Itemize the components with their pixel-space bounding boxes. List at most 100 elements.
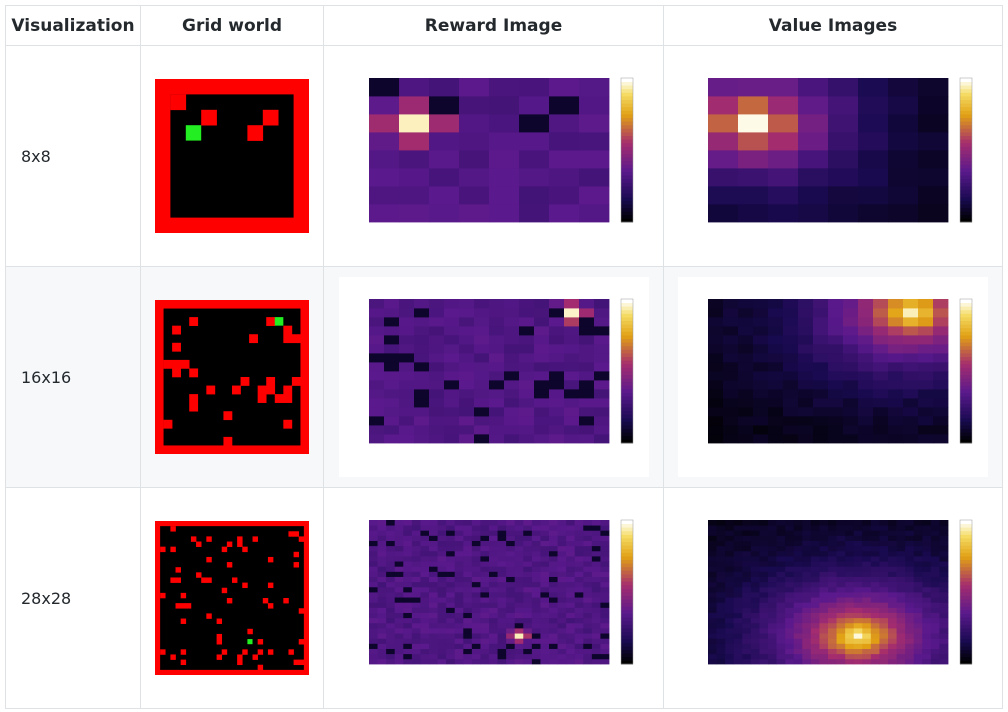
heat-cell — [933, 425, 949, 435]
heat-cell — [845, 586, 855, 593]
heat-cell — [776, 535, 786, 541]
heat-cell — [725, 628, 735, 634]
obstacle — [257, 639, 264, 645]
colorbar-step — [960, 385, 972, 390]
heat-cell — [531, 617, 541, 624]
heat-cell — [479, 520, 489, 526]
heat-cell — [768, 597, 777, 603]
heat-cell — [368, 628, 378, 634]
heat-cell — [939, 622, 949, 629]
heat-cell — [813, 380, 829, 390]
heat-cell — [479, 607, 489, 613]
heat-cell — [843, 407, 859, 417]
heat-cell — [723, 389, 739, 399]
heat-cell — [402, 561, 412, 567]
heat-cell — [725, 602, 735, 608]
colorbar-step — [960, 363, 972, 368]
row: 28x28 — [5, 487, 1003, 709]
heat-cell — [913, 571, 923, 577]
heat-cell — [462, 597, 472, 603]
heat-cell — [742, 617, 752, 624]
heat-cell — [798, 380, 814, 390]
heat-cell — [497, 581, 507, 588]
heat-cell — [879, 556, 889, 562]
heat-cell — [716, 586, 726, 593]
heat-cell — [828, 622, 837, 629]
colorbar-step — [620, 399, 633, 404]
heat-cell — [574, 612, 584, 619]
heat-cell — [488, 622, 498, 629]
heat-cell — [922, 520, 932, 526]
heat-cell — [385, 586, 395, 593]
heat-cell — [708, 607, 717, 613]
heat-cell — [591, 566, 601, 572]
heat-cell — [810, 628, 820, 634]
heat-cell — [819, 602, 829, 608]
reward-image — [338, 277, 649, 477]
heat-cell — [522, 530, 532, 536]
heat-cell — [716, 592, 726, 598]
heat-cell — [531, 545, 541, 552]
heat-cell — [836, 535, 846, 541]
colorbar-step — [620, 545, 633, 550]
heat-cell — [828, 535, 837, 541]
colorbar-step — [620, 345, 633, 350]
heat-cell — [522, 612, 532, 619]
heat-cell — [723, 362, 739, 372]
obstacle — [247, 125, 264, 141]
heat-cell — [768, 540, 777, 547]
heat-cell — [578, 299, 594, 309]
colorbar-frame — [959, 519, 973, 665]
heat-cell — [582, 607, 592, 613]
heat-cell — [377, 653, 387, 660]
heat-cell — [783, 398, 799, 408]
heat-cell — [918, 299, 934, 309]
heat-cell — [903, 299, 919, 309]
heat-cell — [518, 308, 534, 318]
heat-cell — [768, 371, 784, 381]
heat-cell — [776, 638, 786, 644]
heat-cell — [858, 380, 874, 390]
colorbar-step — [620, 602, 633, 607]
heat-cell — [793, 638, 803, 644]
heat-cell — [473, 317, 489, 327]
heat-cell — [742, 643, 752, 649]
heat-cell — [497, 571, 507, 577]
heat-cell — [905, 638, 915, 644]
heat-cell — [462, 658, 472, 665]
heat-cell — [798, 398, 814, 408]
heat-cell — [738, 416, 754, 426]
heat-cell — [768, 658, 777, 665]
heat-cell — [593, 398, 609, 408]
heat-cell — [458, 353, 474, 363]
heat-cell — [394, 643, 404, 649]
colorbar-step — [620, 435, 633, 440]
heat-cell — [565, 535, 575, 541]
heat-cell — [733, 602, 743, 608]
heat-cell — [905, 586, 915, 593]
heat-cell — [488, 545, 498, 552]
heat-cell — [742, 525, 752, 531]
heat-cell — [518, 434, 534, 444]
heat-cell — [903, 362, 919, 372]
heat-cell — [870, 597, 880, 603]
heat-cell — [471, 566, 481, 572]
heat-cell — [768, 308, 784, 318]
reward-image — [368, 77, 633, 223]
heat-cell — [578, 407, 594, 417]
heat-cell — [888, 592, 897, 598]
heat-cell — [548, 658, 558, 665]
heat-cell — [398, 150, 429, 169]
heat-cell — [473, 308, 489, 318]
heat-cell — [879, 648, 889, 655]
heat-cell — [419, 571, 429, 577]
heat-cell — [725, 592, 735, 598]
heat-cell — [783, 317, 799, 327]
heat-cell — [939, 586, 949, 593]
heat-cell — [922, 545, 932, 552]
heat-cell — [497, 535, 507, 541]
heat-cell — [873, 326, 889, 336]
colorbar-step — [620, 193, 633, 198]
heat-cell — [471, 561, 481, 567]
heat-cell — [548, 186, 579, 205]
